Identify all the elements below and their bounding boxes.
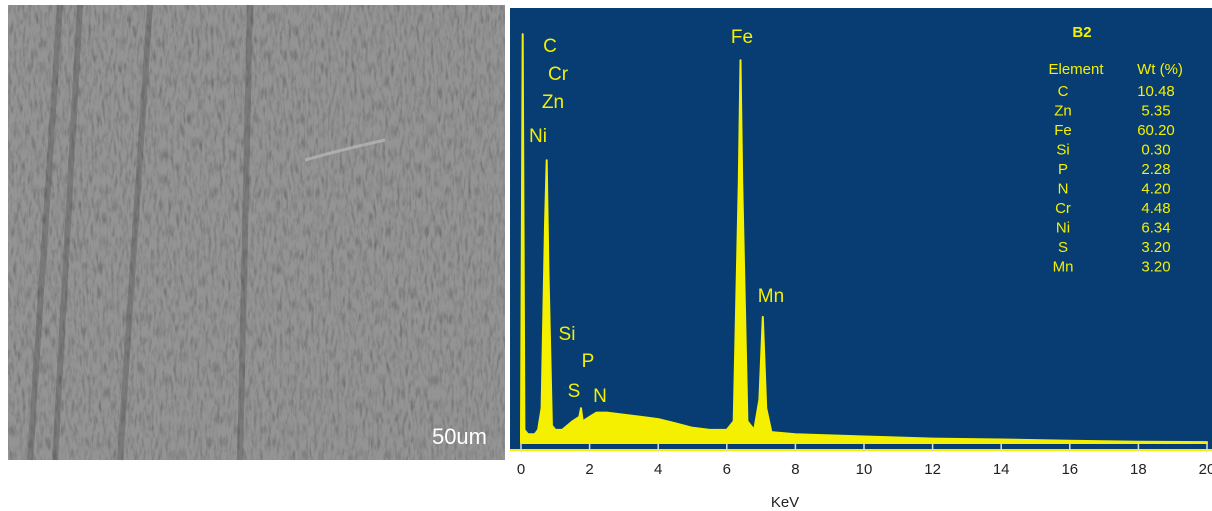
table-cell: Cr: [1055, 200, 1071, 217]
table-cell: Si: [1056, 141, 1069, 158]
table-cell: 4.20: [1141, 180, 1170, 197]
x-tick-label: 0: [517, 461, 525, 478]
table-cell: C: [1058, 83, 1069, 100]
sem-image: 50um: [8, 5, 505, 460]
peak-label: P: [582, 351, 595, 372]
table-cell: 60.20: [1137, 122, 1175, 139]
peak-label: Mn: [758, 286, 784, 307]
x-tick-label: 10: [856, 461, 873, 478]
peak-label: Ni: [529, 126, 547, 147]
table-cell: 2.28: [1141, 161, 1170, 178]
x-tick-label: 6: [723, 461, 731, 478]
table-cell: Fe: [1054, 122, 1072, 139]
table-cell: N: [1058, 180, 1069, 197]
x-tick-label: 4: [654, 461, 662, 478]
table-cell: 4.48: [1141, 200, 1170, 217]
table-cell: Ni: [1056, 219, 1070, 236]
x-tick-label: 8: [791, 461, 799, 478]
table-cell: Mn: [1053, 258, 1074, 275]
table-cell: 3.20: [1141, 258, 1170, 275]
table-cell: 5.35: [1141, 102, 1170, 119]
x-tick-label: 18: [1130, 461, 1147, 478]
table-cell: 0.30: [1141, 141, 1170, 158]
table-cell: P: [1058, 161, 1068, 178]
peak-label: Cr: [548, 64, 569, 85]
table-cell: Zn: [1054, 102, 1072, 119]
x-tick-label: 2: [585, 461, 593, 478]
figure: 50um KeV B2 0 2 4 6 8 10 12 14 16 18 20 C Cr Zn Ni Fe Mn…: [0, 0, 1212, 511]
peak-label: N: [593, 386, 607, 407]
table-cell: 3.20: [1141, 239, 1170, 256]
table-cell: S: [1058, 239, 1068, 256]
x-tick-label: 20: [1199, 461, 1212, 478]
table-header: Wt (%): [1137, 61, 1183, 78]
peak-label: Fe: [731, 27, 753, 48]
chart-title: B2: [1072, 24, 1091, 41]
x-tick-label: 14: [993, 461, 1010, 478]
table-cell: 10.48: [1137, 83, 1175, 100]
peak-label: Si: [559, 324, 576, 345]
x-tick-label: 12: [924, 461, 941, 478]
peak-label: C: [543, 36, 557, 57]
peak-label: S: [568, 381, 581, 402]
x-axis-label: KeV: [771, 494, 799, 511]
table-header: Element: [1048, 61, 1104, 78]
x-tick-label: 16: [1061, 461, 1078, 478]
figure-canvas: 50um KeV B2 0 2 4 6 8 10 12 14 16 18 20 C Cr Zn Ni Fe Mn…: [0, 0, 1212, 511]
plot-background: [510, 8, 1212, 450]
peak-label: Zn: [542, 92, 564, 113]
table-cell: 6.34: [1141, 219, 1170, 236]
scale-label: 50um: [432, 424, 487, 449]
